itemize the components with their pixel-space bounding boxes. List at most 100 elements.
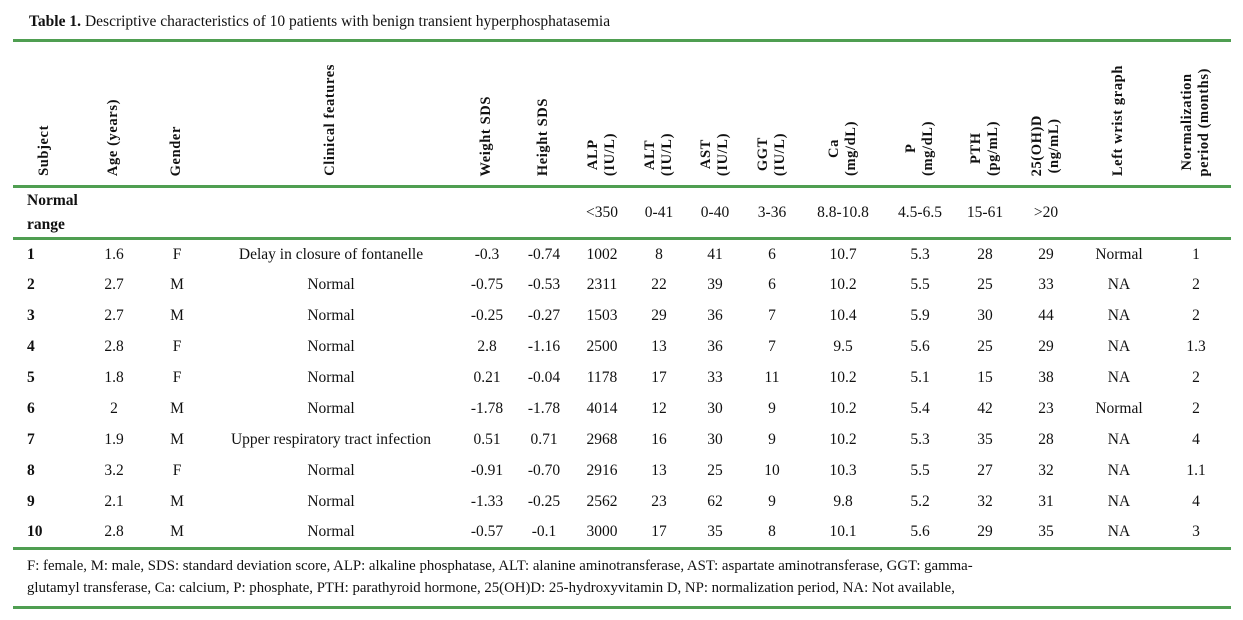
cell-height_sds: -0.53 bbox=[527, 276, 561, 294]
col-header-clinical: Clinical features bbox=[203, 41, 459, 187]
cell-vitd: 28 bbox=[1038, 431, 1054, 449]
cell-np: 2 bbox=[1192, 307, 1200, 325]
col-header-label: Clinical features bbox=[322, 64, 339, 177]
cell-ca: 10.2 bbox=[829, 400, 857, 418]
cell-p: 5.3 bbox=[910, 431, 930, 449]
cell-gender: M bbox=[170, 523, 184, 541]
cell-alt: 29 bbox=[651, 307, 667, 325]
cell-pth: 27 bbox=[977, 462, 993, 480]
cell-subject: 8 bbox=[27, 462, 35, 480]
cell-vitd: 32 bbox=[1038, 462, 1054, 480]
cell-alt: 13 bbox=[651, 462, 667, 480]
cell-np: 1.1 bbox=[1186, 462, 1206, 480]
normal-range-pth: 15-61 bbox=[966, 203, 1004, 221]
cell-ca: 10.3 bbox=[829, 462, 857, 480]
table-row: 10 2.8 M Normal -0.57 -0.1 3000 17 35 8 10.1 5.6 29 3… bbox=[13, 518, 1231, 549]
cell-wrist: NA bbox=[1107, 431, 1131, 449]
cell-alt: 8 bbox=[655, 245, 663, 263]
cell-np: 2 bbox=[1192, 400, 1200, 418]
cell-ast: 30 bbox=[707, 431, 723, 449]
cell-np: 4 bbox=[1192, 431, 1200, 449]
normal-range-ast: 0-40 bbox=[700, 203, 730, 221]
cell-vitd: 29 bbox=[1038, 245, 1054, 263]
cell-wrist: NA bbox=[1107, 493, 1131, 511]
cell-ast: 36 bbox=[707, 307, 723, 325]
normal-range-vitd: >20 bbox=[1033, 203, 1059, 221]
cell-alp: 1178 bbox=[586, 369, 618, 387]
cell-clinical: Upper respiratory tract infection bbox=[230, 431, 432, 449]
cell-clinical: Normal bbox=[307, 276, 355, 294]
cell-wrist: NA bbox=[1107, 307, 1131, 325]
cell-ast: 36 bbox=[707, 338, 723, 356]
cell-subject: 6 bbox=[27, 400, 35, 418]
cell-ca: 10.2 bbox=[829, 431, 857, 449]
header-row: Subject Age (years) Gender Clinical feature… bbox=[13, 41, 1231, 187]
cell-vitd: 31 bbox=[1038, 493, 1054, 511]
cell-gender: F bbox=[172, 338, 182, 356]
col-header-label: Normalization period (months) bbox=[1178, 67, 1212, 177]
cell-pth: 29 bbox=[977, 523, 993, 541]
cell-subject: 7 bbox=[27, 431, 35, 449]
footnote-line: F: female, M: male, SDS: standard deviat… bbox=[27, 558, 973, 575]
cell-pth: 25 bbox=[977, 276, 993, 294]
normal-range-alp: <350 bbox=[586, 203, 618, 221]
col-header-gender: Gender bbox=[151, 41, 203, 187]
cell-clinical: Delay in closure of fontanelle bbox=[238, 245, 424, 263]
col-header-label: GGT (IU/L) bbox=[754, 133, 788, 177]
cell-p: 5.5 bbox=[910, 276, 930, 294]
col-header-label: AST (IU/L) bbox=[697, 133, 731, 177]
cell-weight_sds: -0.3 bbox=[474, 245, 500, 263]
cell-clinical: Normal bbox=[307, 369, 355, 387]
cell-height_sds: -1.78 bbox=[527, 400, 561, 418]
cell-p: 5.5 bbox=[910, 462, 930, 480]
col-header-p: P (mg/dL) bbox=[885, 41, 955, 187]
cell-height_sds: 0.71 bbox=[530, 431, 558, 449]
cell-alp: 1503 bbox=[586, 307, 618, 325]
col-header-label: Subject bbox=[36, 125, 53, 177]
cell-wrist: NA bbox=[1107, 369, 1131, 387]
cell-alt: 17 bbox=[651, 523, 667, 541]
cell-clinical: Normal bbox=[307, 523, 355, 541]
cell-p: 5.6 bbox=[910, 523, 930, 541]
cell-alp: 2968 bbox=[586, 431, 618, 449]
cell-ast: 35 bbox=[707, 523, 723, 541]
cell-subject: 3 bbox=[27, 307, 35, 325]
cell-age: 2.8 bbox=[104, 523, 124, 541]
cell-height_sds: -0.74 bbox=[527, 245, 561, 263]
col-header-label: P (mg/dL) bbox=[902, 121, 936, 177]
cell-ast: 62 bbox=[707, 493, 723, 511]
cell-height_sds: -0.04 bbox=[527, 369, 561, 387]
cell-ggt: 8 bbox=[768, 523, 776, 541]
col-header-label: 25(OH)D (ng/mL) bbox=[1028, 114, 1062, 177]
cell-age: 3.2 bbox=[104, 462, 124, 480]
table-body: 1 1.6 F Delay in closure of fontanelle -0.3 -… bbox=[13, 239, 1231, 549]
cell-gender: M bbox=[170, 493, 184, 511]
col-header-ast: AST (IU/L) bbox=[687, 41, 743, 187]
cell-gender: M bbox=[170, 307, 184, 325]
cell-ggt: 9 bbox=[768, 493, 776, 511]
cell-subject: 1 bbox=[27, 245, 35, 263]
normal-range-ca: 8.8-10.8 bbox=[817, 203, 869, 221]
cell-alp: 3000 bbox=[586, 523, 618, 541]
cell-vitd: 29 bbox=[1038, 338, 1054, 356]
cell-ggt: 6 bbox=[768, 245, 776, 263]
cell-age: 2 bbox=[110, 400, 118, 418]
col-header-label: Gender bbox=[168, 125, 185, 177]
cell-alt: 12 bbox=[651, 400, 667, 418]
cell-ast: 41 bbox=[707, 245, 723, 263]
cell-alt: 16 bbox=[651, 431, 667, 449]
normal-range-alt: 0-41 bbox=[644, 203, 674, 221]
cell-ca: 10.2 bbox=[829, 276, 857, 294]
cell-np: 2 bbox=[1192, 369, 1200, 387]
cell-wrist: NA bbox=[1107, 523, 1131, 541]
cell-height_sds: -1.16 bbox=[527, 338, 561, 356]
table-row: 7 1.9 M Upper respiratory tract infection 0.… bbox=[13, 425, 1231, 456]
cell-pth: 35 bbox=[977, 431, 993, 449]
cell-vitd: 44 bbox=[1038, 307, 1054, 325]
patients-table: Subject Age (years) Gender Clinical feature… bbox=[13, 39, 1231, 550]
table-caption: Descriptive characteristics of 10 patien… bbox=[84, 13, 611, 30]
cell-ggt: 7 bbox=[768, 338, 776, 356]
cell-alt: 13 bbox=[651, 338, 667, 356]
cell-np: 4 bbox=[1192, 493, 1200, 511]
